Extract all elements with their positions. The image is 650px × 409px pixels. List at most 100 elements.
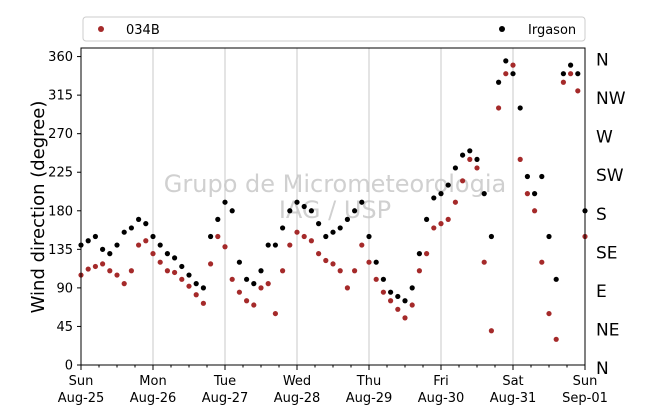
data-point xyxy=(157,242,163,248)
data-point xyxy=(114,272,120,278)
y-tick-label: 45 xyxy=(56,320,73,335)
data-point xyxy=(474,165,480,171)
data-point xyxy=(107,251,113,257)
data-point xyxy=(524,173,531,180)
data-point xyxy=(308,238,314,244)
data-point xyxy=(208,261,214,267)
direction-label: E xyxy=(596,282,607,302)
data-point xyxy=(164,268,170,274)
data-point xyxy=(337,225,343,231)
y-tick-label: 0 xyxy=(65,359,73,374)
data-point xyxy=(402,315,408,321)
data-point xyxy=(373,276,379,282)
data-point xyxy=(100,246,106,252)
x-tick-date: Aug-31 xyxy=(490,391,537,406)
data-point xyxy=(560,71,567,77)
legend-marker-034b xyxy=(98,26,104,32)
data-point xyxy=(258,268,264,274)
data-point xyxy=(438,191,444,197)
data-point xyxy=(323,233,329,240)
data-point xyxy=(280,225,286,231)
direction-label: W xyxy=(596,128,613,148)
data-point xyxy=(344,285,350,291)
data-point xyxy=(265,281,271,287)
data-point xyxy=(431,225,437,231)
data-point xyxy=(85,238,91,244)
data-point xyxy=(352,208,358,214)
data-point xyxy=(272,242,278,248)
direction-label: SE xyxy=(596,243,618,263)
data-point xyxy=(208,233,214,240)
data-point xyxy=(92,263,98,270)
data-point xyxy=(258,285,264,291)
data-point xyxy=(366,259,372,265)
y-tick-label: 180 xyxy=(48,204,73,219)
data-point xyxy=(560,79,567,85)
data-point xyxy=(481,191,487,197)
data-point xyxy=(251,302,257,308)
data-point xyxy=(460,178,466,184)
data-point xyxy=(416,251,422,257)
data-point xyxy=(272,310,278,317)
data-point xyxy=(121,229,127,235)
x-axis-ticks: Sun Aug-25 Mon Aug-26 Tue Aug-27 Wed Aug-28 Thu A… xyxy=(58,365,608,406)
data-point xyxy=(164,251,170,257)
data-point xyxy=(107,268,113,274)
data-point xyxy=(280,268,286,274)
data-point xyxy=(215,233,221,240)
x-tick-date: Aug-29 xyxy=(346,391,393,406)
legend-box xyxy=(82,16,586,42)
data-point xyxy=(222,244,228,250)
x-tick-day: Mon xyxy=(139,374,166,389)
data-point xyxy=(337,268,343,274)
legend-marker-irgason xyxy=(499,26,505,32)
data-point xyxy=(287,242,293,248)
x-tick-date: Aug-28 xyxy=(274,391,321,406)
data-point xyxy=(431,195,437,201)
x-tick-day: Tue xyxy=(213,374,236,389)
data-point xyxy=(359,242,365,248)
watermark-line-1: Grupo de Micrometeorologia xyxy=(164,170,506,198)
data-point xyxy=(128,268,134,274)
data-point xyxy=(438,221,444,227)
data-point xyxy=(308,208,314,214)
data-point xyxy=(172,269,178,276)
data-point xyxy=(179,263,185,270)
x-tick-day: Sat xyxy=(502,374,523,389)
data-point xyxy=(136,242,142,248)
direction-label: N xyxy=(596,51,609,71)
data-point xyxy=(100,261,106,267)
y-axis-ticks: 0 45 90 135 180 225 270 315 360 xyxy=(48,50,81,374)
y-axis-title: Wind direction (degree) xyxy=(28,101,49,314)
data-point xyxy=(575,71,581,77)
direction-label: NW xyxy=(596,89,626,109)
data-point xyxy=(452,199,458,205)
data-point xyxy=(503,71,509,77)
data-point xyxy=(460,152,466,158)
data-point xyxy=(114,242,120,248)
data-point xyxy=(143,238,149,244)
data-point xyxy=(539,259,545,265)
data-point xyxy=(481,259,487,265)
data-point xyxy=(229,208,235,214)
data-point xyxy=(301,233,307,240)
data-point xyxy=(344,216,350,222)
x-tick-date: Aug-25 xyxy=(58,391,105,406)
data-point xyxy=(575,88,581,94)
data-point xyxy=(200,285,206,291)
data-point xyxy=(532,191,538,197)
data-point xyxy=(92,233,98,240)
series-034b xyxy=(78,62,588,342)
data-point xyxy=(193,292,199,298)
data-point xyxy=(503,58,509,64)
data-point xyxy=(402,298,408,304)
data-point xyxy=(193,281,199,287)
data-point xyxy=(352,268,358,274)
legend-label-irgason: Irgason xyxy=(528,23,576,38)
data-point xyxy=(524,191,531,197)
direction-labels: N NE E SE S SW W NW N xyxy=(596,51,626,379)
data-point xyxy=(510,71,516,77)
data-point xyxy=(445,182,451,188)
legend: 034B Irgason xyxy=(82,16,586,42)
